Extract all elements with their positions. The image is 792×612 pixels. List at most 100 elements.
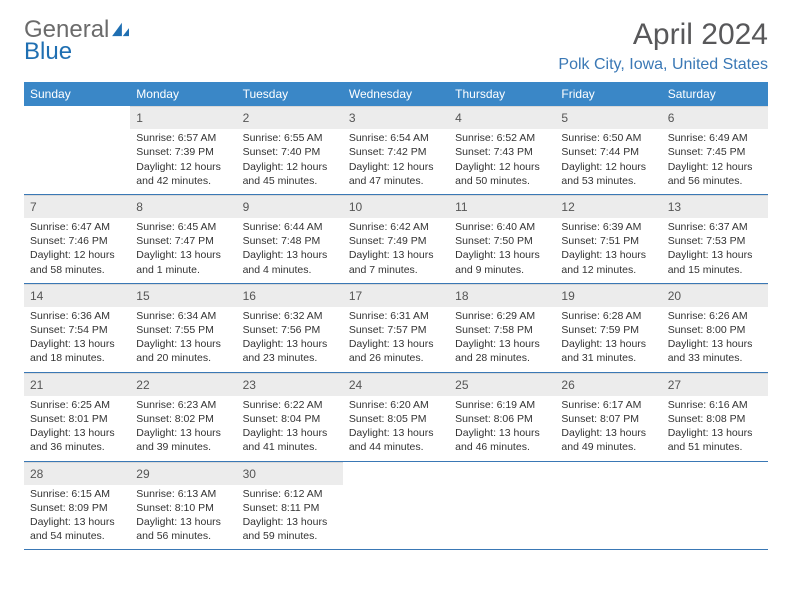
calendar-cell: 27Sunrise: 6:16 AMSunset: 8:08 PMDayligh… — [662, 373, 768, 461]
cell-body: Sunrise: 6:55 AMSunset: 7:40 PMDaylight:… — [237, 129, 343, 194]
sunset-text: Sunset: 7:58 PM — [455, 323, 549, 337]
sunset-text: Sunset: 7:40 PM — [243, 145, 337, 159]
week-row: 7Sunrise: 6:47 AMSunset: 7:46 PMDaylight… — [24, 195, 768, 284]
sunset-text: Sunset: 8:06 PM — [455, 412, 549, 426]
cell-body: Sunrise: 6:32 AMSunset: 7:56 PMDaylight:… — [237, 307, 343, 372]
daylight-text: and 46 minutes. — [455, 440, 549, 454]
header: GeneralBlue April 2024 Polk City, Iowa, … — [24, 18, 768, 74]
daylight-text: and 50 minutes. — [455, 174, 549, 188]
sunrise-text: Sunrise: 6:54 AM — [349, 131, 443, 145]
cell-body: Sunrise: 6:17 AMSunset: 8:07 PMDaylight:… — [555, 396, 661, 461]
calendar-cell: 15Sunrise: 6:34 AMSunset: 7:55 PMDayligh… — [130, 284, 236, 372]
calendar-cell: 21Sunrise: 6:25 AMSunset: 8:01 PMDayligh… — [24, 373, 130, 461]
daylight-text: and 47 minutes. — [349, 174, 443, 188]
daylight-text: Daylight: 13 hours — [136, 337, 230, 351]
calendar-cell: 12Sunrise: 6:39 AMSunset: 7:51 PMDayligh… — [555, 195, 661, 283]
cell-body: Sunrise: 6:20 AMSunset: 8:05 PMDaylight:… — [343, 396, 449, 461]
daylight-text: Daylight: 13 hours — [30, 337, 124, 351]
cell-body: Sunrise: 6:37 AMSunset: 7:53 PMDaylight:… — [662, 218, 768, 283]
daylight-text: and 39 minutes. — [136, 440, 230, 454]
sunset-text: Sunset: 7:47 PM — [136, 234, 230, 248]
daylight-text: Daylight: 13 hours — [668, 337, 762, 351]
day-header-row: Sunday Monday Tuesday Wednesday Thursday… — [24, 82, 768, 106]
sunset-text: Sunset: 7:51 PM — [561, 234, 655, 248]
cell-body: Sunrise: 6:42 AMSunset: 7:49 PMDaylight:… — [343, 218, 449, 283]
daylight-text: Daylight: 12 hours — [136, 160, 230, 174]
daylight-text: and 36 minutes. — [30, 440, 124, 454]
daylight-text: and 23 minutes. — [243, 351, 337, 365]
sunrise-text: Sunrise: 6:40 AM — [455, 220, 549, 234]
logo-sail-icon — [111, 18, 131, 42]
cell-body: Sunrise: 6:57 AMSunset: 7:39 PMDaylight:… — [130, 129, 236, 194]
sunrise-text: Sunrise: 6:34 AM — [136, 309, 230, 323]
sunset-text: Sunset: 7:55 PM — [136, 323, 230, 337]
daylight-text: and 18 minutes. — [30, 351, 124, 365]
sunrise-text: Sunrise: 6:42 AM — [349, 220, 443, 234]
sunrise-text: Sunrise: 6:50 AM — [561, 131, 655, 145]
daylight-text: Daylight: 13 hours — [455, 337, 549, 351]
date-number: 1 — [130, 106, 236, 129]
date-number: 20 — [662, 284, 768, 307]
sunrise-text: Sunrise: 6:47 AM — [30, 220, 124, 234]
date-number: 2 — [237, 106, 343, 129]
cell-body: Sunrise: 6:45 AMSunset: 7:47 PMDaylight:… — [130, 218, 236, 283]
day-header: Friday — [555, 82, 661, 106]
daylight-text: and 49 minutes. — [561, 440, 655, 454]
daylight-text: and 9 minutes. — [455, 263, 549, 277]
cell-body: Sunrise: 6:28 AMSunset: 7:59 PMDaylight:… — [555, 307, 661, 372]
daylight-text: Daylight: 13 hours — [243, 248, 337, 262]
sunrise-text: Sunrise: 6:19 AM — [455, 398, 549, 412]
daylight-text: and 20 minutes. — [136, 351, 230, 365]
day-header: Sunday — [24, 82, 130, 106]
sunrise-text: Sunrise: 6:32 AM — [243, 309, 337, 323]
date-number: 16 — [237, 284, 343, 307]
calendar-cell — [662, 462, 768, 550]
sunset-text: Sunset: 7:54 PM — [30, 323, 124, 337]
date-number: 19 — [555, 284, 661, 307]
cell-body: Sunrise: 6:16 AMSunset: 8:08 PMDaylight:… — [662, 396, 768, 461]
date-number: 17 — [343, 284, 449, 307]
logo-text-blue: Blue — [24, 40, 131, 64]
sunrise-text: Sunrise: 6:44 AM — [243, 220, 337, 234]
week-row: 1Sunrise: 6:57 AMSunset: 7:39 PMDaylight… — [24, 106, 768, 195]
daylight-text: Daylight: 13 hours — [243, 337, 337, 351]
sunset-text: Sunset: 8:07 PM — [561, 412, 655, 426]
daylight-text: and 31 minutes. — [561, 351, 655, 365]
date-number: 7 — [24, 195, 130, 218]
cell-body: Sunrise: 6:23 AMSunset: 8:02 PMDaylight:… — [130, 396, 236, 461]
calendar-cell: 20Sunrise: 6:26 AMSunset: 8:00 PMDayligh… — [662, 284, 768, 372]
daylight-text: and 26 minutes. — [349, 351, 443, 365]
cell-body: Sunrise: 6:47 AMSunset: 7:46 PMDaylight:… — [24, 218, 130, 283]
calendar-cell: 23Sunrise: 6:22 AMSunset: 8:04 PMDayligh… — [237, 373, 343, 461]
sunset-text: Sunset: 7:43 PM — [455, 145, 549, 159]
daylight-text: and 4 minutes. — [243, 263, 337, 277]
cell-body: Sunrise: 6:36 AMSunset: 7:54 PMDaylight:… — [24, 307, 130, 372]
sunset-text: Sunset: 8:04 PM — [243, 412, 337, 426]
sunrise-text: Sunrise: 6:26 AM — [668, 309, 762, 323]
calendar-cell: 9Sunrise: 6:44 AMSunset: 7:48 PMDaylight… — [237, 195, 343, 283]
sunrise-text: Sunrise: 6:20 AM — [349, 398, 443, 412]
sunrise-text: Sunrise: 6:52 AM — [455, 131, 549, 145]
sunset-text: Sunset: 7:57 PM — [349, 323, 443, 337]
daylight-text: Daylight: 13 hours — [561, 426, 655, 440]
cell-body: Sunrise: 6:34 AMSunset: 7:55 PMDaylight:… — [130, 307, 236, 372]
cell-body: Sunrise: 6:31 AMSunset: 7:57 PMDaylight:… — [343, 307, 449, 372]
daylight-text: and 12 minutes. — [561, 263, 655, 277]
daylight-text: and 15 minutes. — [668, 263, 762, 277]
daylight-text: and 59 minutes. — [243, 529, 337, 543]
daylight-text: Daylight: 13 hours — [668, 248, 762, 262]
sunset-text: Sunset: 7:49 PM — [349, 234, 443, 248]
daylight-text: and 28 minutes. — [455, 351, 549, 365]
location-label: Polk City, Iowa, United States — [558, 56, 768, 74]
sunrise-text: Sunrise: 6:23 AM — [136, 398, 230, 412]
date-number: 28 — [24, 462, 130, 485]
cell-body: Sunrise: 6:22 AMSunset: 8:04 PMDaylight:… — [237, 396, 343, 461]
sunrise-text: Sunrise: 6:55 AM — [243, 131, 337, 145]
cell-body: Sunrise: 6:19 AMSunset: 8:06 PMDaylight:… — [449, 396, 555, 461]
cell-body: Sunrise: 6:52 AMSunset: 7:43 PMDaylight:… — [449, 129, 555, 194]
daylight-text: and 44 minutes. — [349, 440, 443, 454]
date-number: 24 — [343, 373, 449, 396]
daylight-text: Daylight: 13 hours — [561, 337, 655, 351]
daylight-text: and 58 minutes. — [30, 263, 124, 277]
date-number: 13 — [662, 195, 768, 218]
